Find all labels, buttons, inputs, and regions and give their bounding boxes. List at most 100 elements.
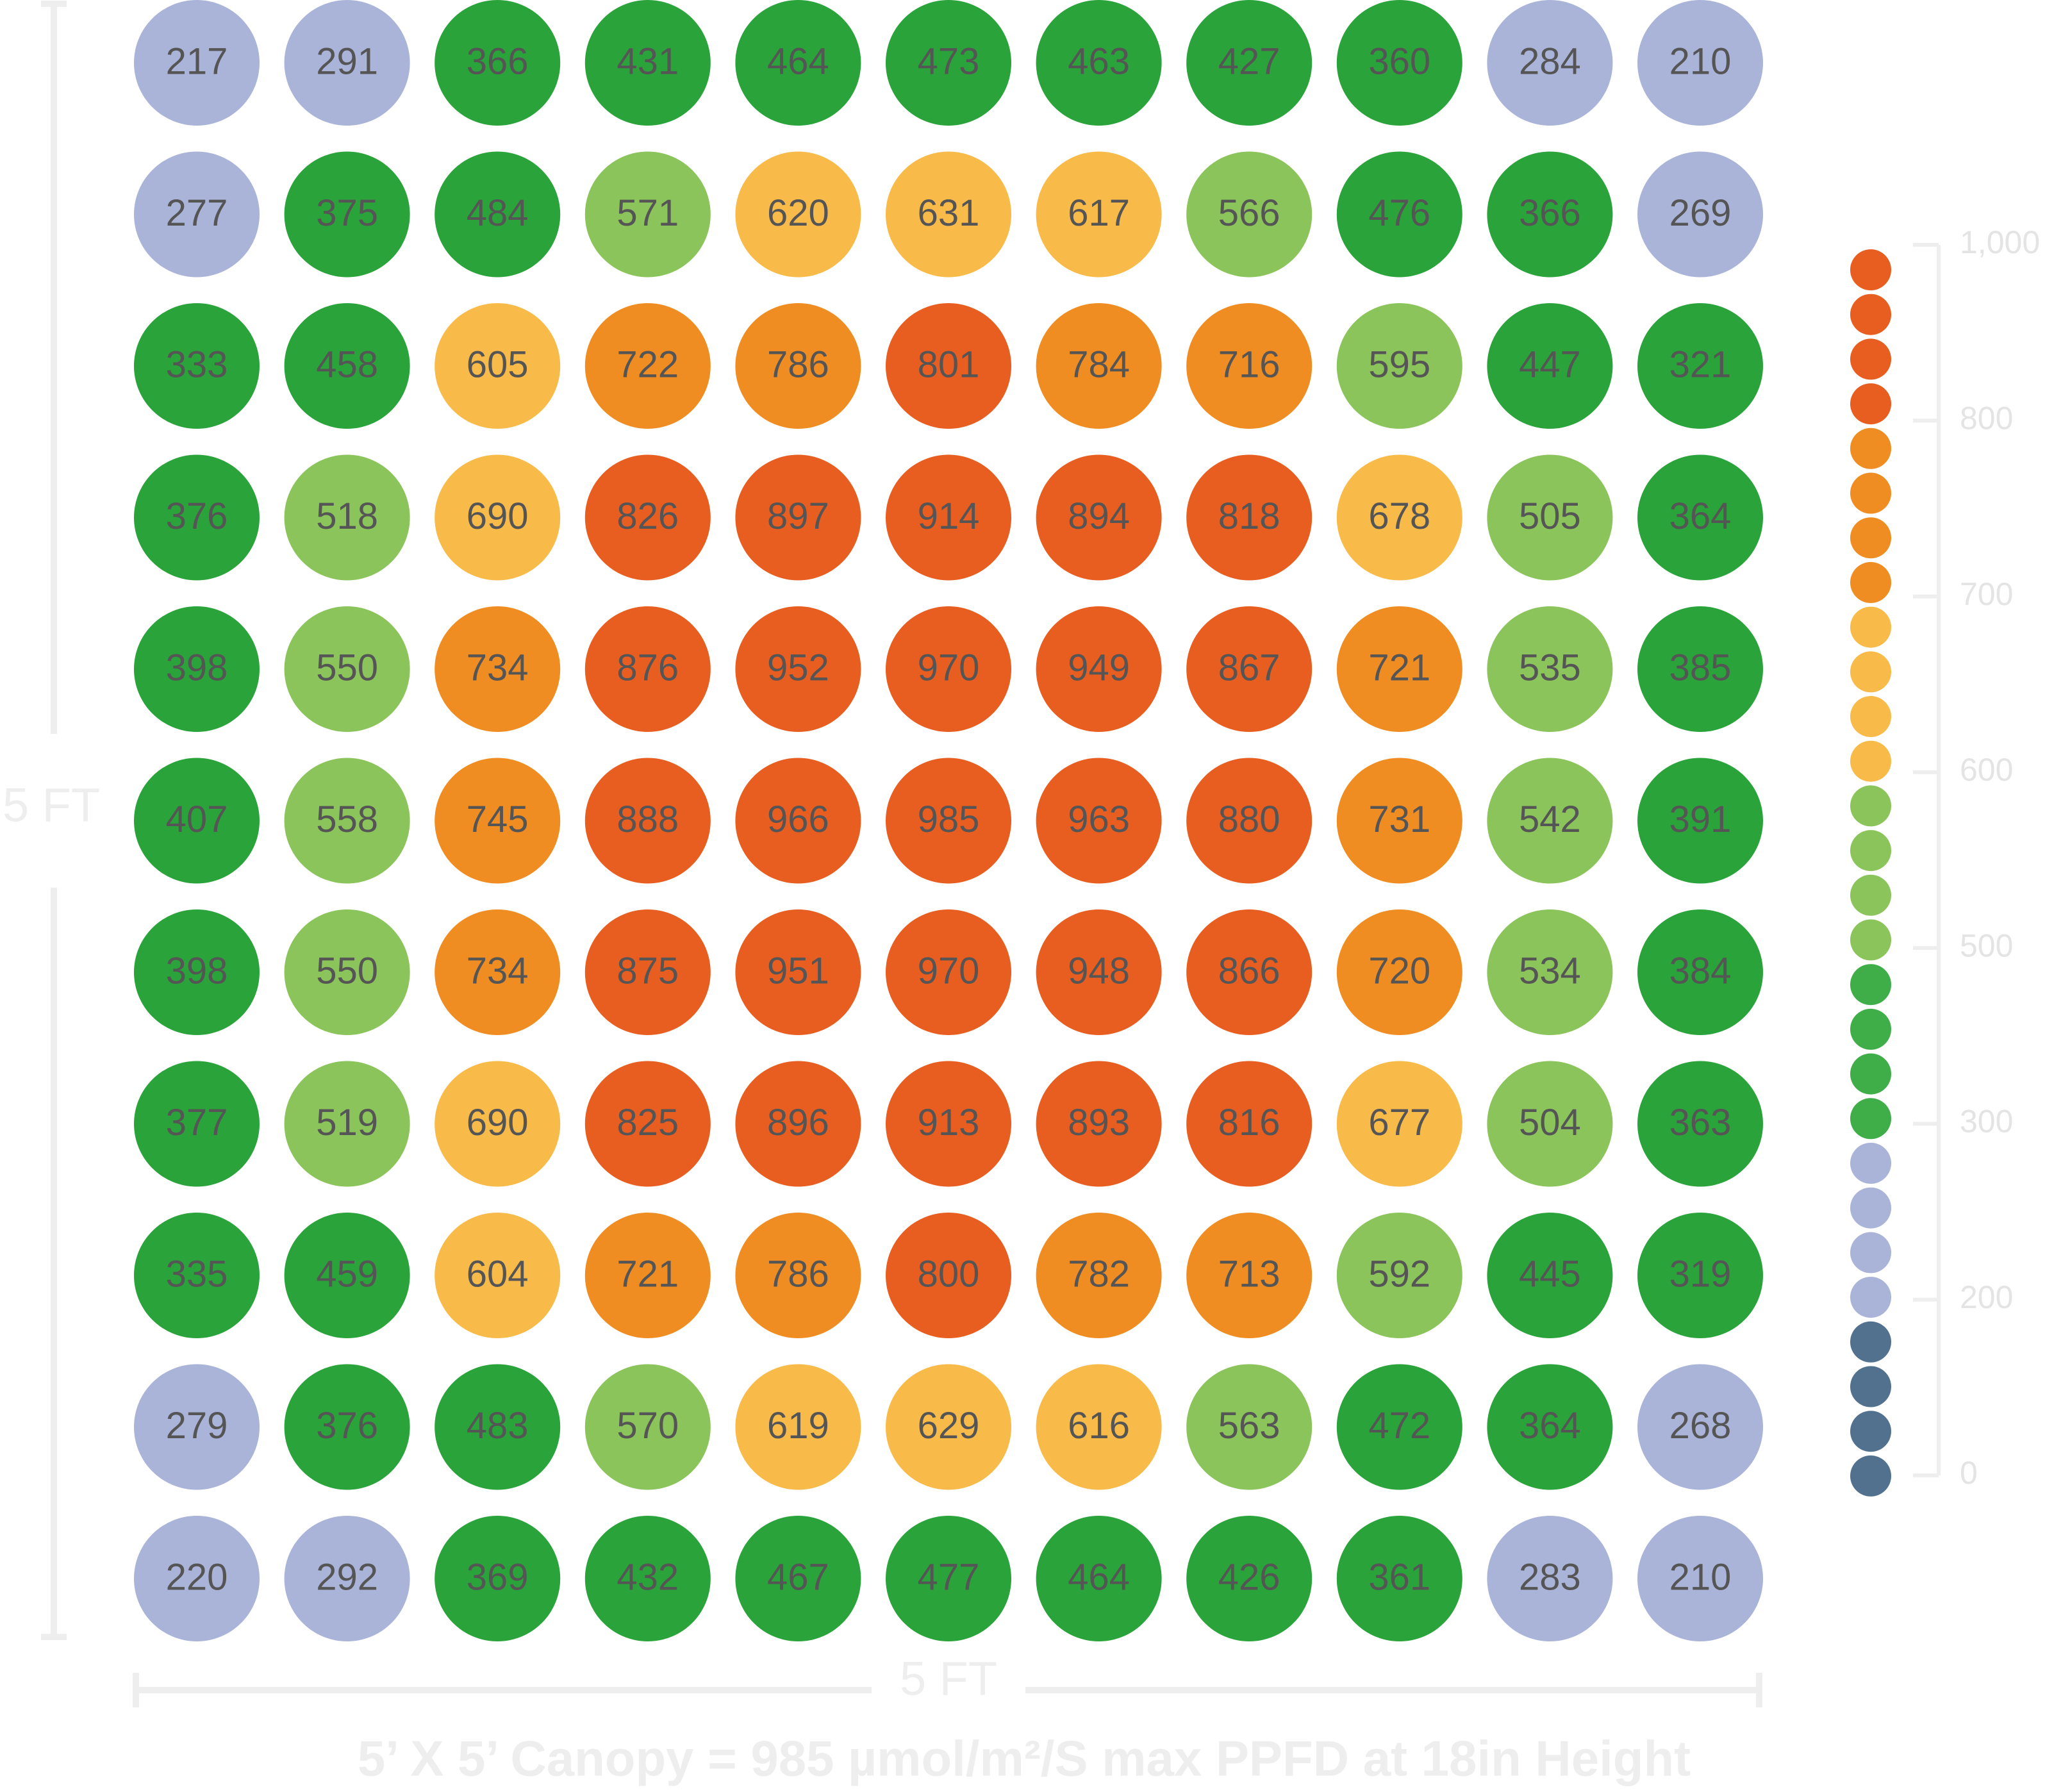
ppfd-value: 550	[316, 647, 378, 688]
ppfd-value: 519	[316, 1102, 378, 1143]
ppfd-cell	[1186, 1516, 1313, 1641]
legend-tick-label: 700	[1960, 576, 2013, 612]
ppfd-cell	[1036, 454, 1162, 581]
ppfd-value: 459	[316, 1253, 378, 1295]
ppfd-cell	[1036, 303, 1162, 429]
ppfd-cell	[435, 151, 561, 278]
ppfd-value: 483	[467, 1405, 529, 1447]
ppfd-cell	[284, 606, 410, 732]
ppfd-value: 220	[166, 1556, 228, 1598]
ppfd-value: 518	[316, 495, 378, 537]
legend-tick-label: 200	[1960, 1279, 2013, 1315]
ppfd-value: 558	[316, 799, 378, 840]
ppfd-value: 363	[1669, 1102, 1732, 1143]
legend-swatch	[1850, 1232, 1891, 1273]
ppfd-value: 375	[316, 192, 378, 234]
legend-swatch	[1850, 1053, 1891, 1095]
ppfd-cell	[435, 758, 561, 884]
ppfd-value: 321	[1669, 344, 1732, 385]
ppfd-value: 269	[1669, 192, 1732, 234]
ppfd-value: 985	[918, 799, 980, 840]
legend-swatch	[1850, 651, 1891, 693]
ppfd-cell	[886, 909, 1011, 1035]
ppfd-value: 364	[1519, 1405, 1581, 1447]
ppfd-value: 376	[166, 495, 228, 537]
height-bracket	[41, 1, 67, 1640]
ppfd-value: 826	[617, 495, 679, 537]
ppfd-value: 690	[467, 495, 529, 537]
ppfd-cell	[1186, 606, 1313, 732]
ppfd-cell	[284, 151, 410, 278]
legend-swatch	[1850, 561, 1891, 603]
ppfd-value: 734	[467, 950, 529, 991]
ppfd-cell	[886, 1213, 1011, 1338]
ppfd-cell	[584, 1516, 711, 1641]
ppfd-cell	[584, 606, 711, 732]
ppfd-value: 605	[467, 344, 529, 385]
ppfd-value: 407	[166, 799, 228, 840]
legend-swatch	[1850, 785, 1891, 827]
ppfd-cell	[1336, 1516, 1462, 1641]
ppfd-cell	[735, 303, 861, 429]
ppfd-cell	[1036, 1061, 1162, 1187]
ppfd-cell	[735, 606, 861, 732]
ppfd-value: 458	[316, 344, 378, 385]
ppfd-value: 948	[1068, 950, 1130, 991]
ppfd-value: 896	[767, 1102, 829, 1143]
ppfd-value: 952	[767, 647, 829, 688]
ppfd-value: 534	[1519, 950, 1581, 991]
ppfd-value: 721	[617, 1253, 679, 1295]
ppfd-cell	[886, 454, 1011, 581]
ppfd-cell	[735, 909, 861, 1035]
ppfd-cell	[284, 1516, 410, 1641]
ppfd-value: 361	[1368, 1556, 1430, 1598]
ppfd-value: 690	[467, 1102, 529, 1143]
ppfd-value: 825	[617, 1102, 679, 1143]
ppfd-value: 619	[767, 1405, 829, 1447]
ppfd-value: 629	[918, 1405, 980, 1447]
ppfd-cell	[1336, 0, 1462, 126]
legend-swatch	[1850, 383, 1891, 425]
ppfd-cell	[1637, 758, 1763, 884]
ppfd-value: 284	[1519, 40, 1581, 82]
ppfd-value: 426	[1218, 1556, 1280, 1598]
width-dimension: 5 FT	[133, 1652, 1762, 1707]
ppfd-value: 595	[1368, 344, 1430, 385]
ppfd-cell	[1487, 909, 1613, 1035]
ppfd-value: 914	[918, 495, 980, 537]
ppfd-value: 366	[467, 40, 529, 82]
ppfd-cell	[435, 1213, 561, 1338]
ppfd-value: 677	[1368, 1102, 1430, 1143]
ppfd-value: 801	[918, 344, 980, 385]
ppfd-cell	[1036, 909, 1162, 1035]
legend-swatch	[1850, 740, 1891, 782]
ppfd-value: 731	[1368, 799, 1430, 840]
ppfd-value: 463	[1068, 40, 1130, 82]
ppfd-value: 535	[1519, 647, 1581, 688]
ppfd-cell	[134, 909, 260, 1035]
ppfd-value: 550	[316, 950, 378, 991]
legend-tick-label: 600	[1960, 752, 2013, 788]
ppfd-value: 384	[1669, 950, 1732, 991]
ppfd-cell	[584, 909, 711, 1035]
ppfd-cell	[886, 303, 1011, 429]
ppfd-value: 504	[1519, 1102, 1581, 1143]
ppfd-value: 620	[767, 192, 829, 234]
ppfd-value: 713	[1218, 1253, 1280, 1295]
ppfd-cell	[284, 454, 410, 581]
ppfd-cell	[1336, 758, 1462, 884]
ppfd-cell	[1036, 1516, 1162, 1641]
ppfd-cell	[1637, 606, 1763, 732]
ppfd-cell	[1336, 303, 1462, 429]
ppfd-value: 473	[918, 40, 980, 82]
ppfd-cell	[284, 0, 410, 126]
height-label: 5 FT	[3, 779, 100, 832]
ppfd-cell	[284, 909, 410, 1035]
ppfd-value: 782	[1068, 1253, 1130, 1295]
legend-swatch	[1850, 874, 1891, 916]
ppfd-cell	[134, 1516, 260, 1641]
legend-tick-label: 800	[1960, 400, 2013, 436]
ppfd-cell	[1036, 151, 1162, 278]
ppfd-value: 376	[316, 1405, 378, 1447]
